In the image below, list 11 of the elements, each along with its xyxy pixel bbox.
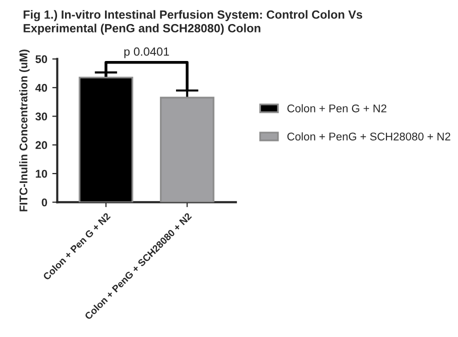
y-tick-label: 40	[35, 84, 48, 92]
text: p 0.0401	[124, 47, 169, 58]
y-tick-label: 50	[36, 55, 48, 64]
legend-label: Colon + PenG + SCH28080 + N2	[287, 132, 450, 140]
legend-label: Colon + Pen G + N2	[287, 104, 386, 112]
y-tick-label: 30	[35, 112, 48, 120]
chart-title: Fig 1.) In-vitro Intestinal Perfusion System: Control Colon Vs Experimental (PenG and SCH28080) Colon	[24, 10, 362, 35]
y-axis-title: FITC-Inulin Concentration (uM)	[19, 50, 30, 212]
y-tick-label: 10	[36, 170, 48, 178]
y-tick-label: 20	[36, 141, 48, 150]
y-tick-label: 0	[42, 198, 48, 206]
